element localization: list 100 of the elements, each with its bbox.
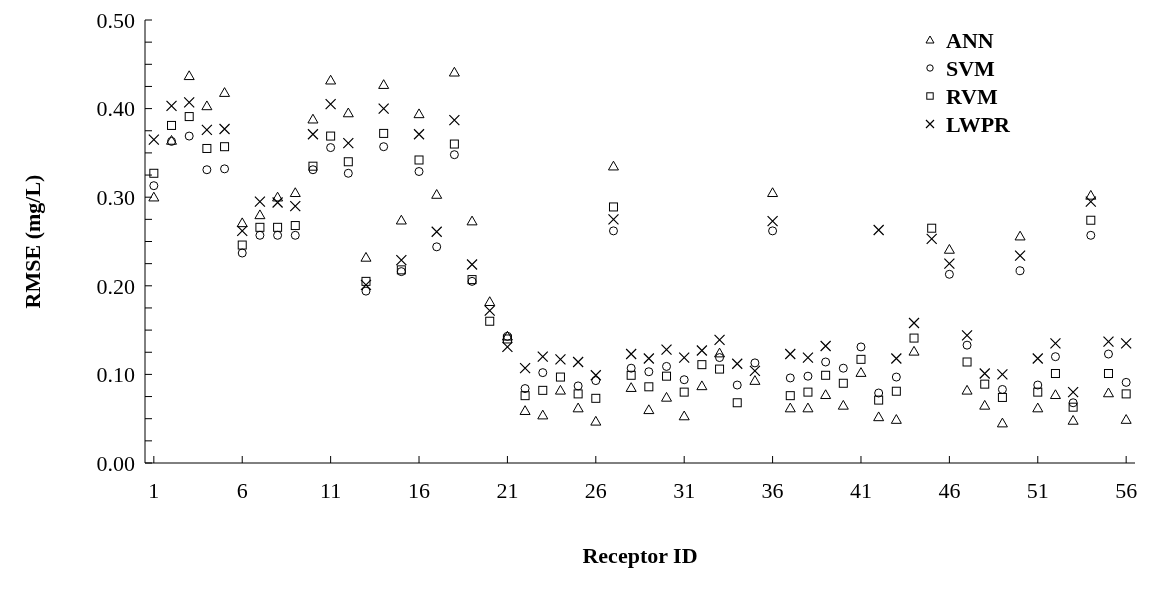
point: [980, 379, 990, 389]
point: [1085, 196, 1097, 208]
point: [343, 157, 353, 167]
point: [273, 230, 283, 240]
point: [307, 128, 319, 140]
point: [1068, 402, 1078, 412]
point: [802, 351, 814, 364]
point: [484, 305, 496, 317]
point: [678, 410, 690, 421]
point: [254, 196, 266, 208]
point: [732, 380, 742, 390]
point: [961, 329, 973, 342]
point: [378, 103, 390, 115]
point: [1033, 387, 1043, 397]
x-tick-label: 16: [408, 478, 431, 503]
point: [715, 353, 725, 363]
point: [749, 365, 761, 377]
point: [237, 240, 247, 250]
point: [962, 340, 972, 350]
point: [413, 128, 425, 140]
point: [996, 417, 1008, 428]
point: [290, 221, 300, 231]
point: [326, 131, 336, 141]
point: [236, 225, 248, 237]
point: [1032, 402, 1044, 413]
point: [201, 100, 213, 111]
point: [873, 411, 885, 422]
point: [254, 209, 266, 220]
point: [255, 230, 265, 240]
point: [184, 112, 194, 122]
point: [678, 351, 690, 364]
point: [644, 382, 654, 392]
point: [713, 334, 726, 346]
point: [572, 402, 584, 413]
point: [273, 222, 283, 232]
point: [148, 134, 160, 146]
point: [873, 224, 885, 236]
point: [360, 279, 372, 291]
point: [519, 405, 531, 415]
point: [909, 333, 919, 343]
point: [361, 276, 371, 286]
point: [608, 226, 618, 236]
legend-label: ANN: [946, 27, 994, 53]
point: [607, 213, 620, 225]
point: [414, 155, 424, 165]
point: [520, 391, 530, 401]
point: [837, 399, 849, 410]
point: [626, 370, 636, 380]
point: [165, 100, 178, 112]
point: [184, 131, 194, 141]
point: [962, 357, 972, 367]
point: [308, 161, 318, 171]
point: [890, 414, 902, 424]
point: [890, 352, 902, 365]
point: [307, 113, 319, 124]
point: [1086, 215, 1096, 225]
point: [590, 369, 602, 381]
x-tick-label: 51: [1026, 478, 1049, 503]
point: [485, 316, 495, 326]
x-tick-label: 6: [236, 478, 248, 503]
point: [785, 373, 795, 383]
point: [750, 358, 760, 368]
point: [679, 387, 689, 397]
point: [1067, 414, 1079, 425]
point: [1050, 369, 1060, 379]
point: [891, 386, 901, 396]
y-tick-label: 0.40: [96, 96, 135, 122]
point: [414, 167, 424, 177]
point: [591, 376, 601, 386]
x-tick-label: 46: [938, 478, 961, 503]
point: [749, 375, 761, 385]
point: [431, 189, 443, 199]
point: [625, 348, 637, 360]
point: [1120, 414, 1132, 424]
point: [1049, 389, 1061, 400]
point: [1121, 377, 1131, 387]
point: [326, 143, 336, 153]
point: [591, 393, 601, 403]
point: [149, 168, 159, 178]
point: [449, 150, 459, 160]
point: [1086, 230, 1096, 240]
point: [271, 196, 284, 209]
point: [342, 137, 354, 149]
point: [501, 341, 514, 353]
point: [961, 384, 973, 395]
point: [484, 296, 496, 306]
point: [625, 382, 637, 392]
point: [378, 79, 390, 89]
point: [731, 358, 743, 370]
point: [449, 139, 459, 149]
x-tick-label: 56: [1115, 478, 1138, 503]
point: [1102, 336, 1115, 348]
point: [555, 372, 565, 382]
point: [379, 142, 389, 152]
point: [537, 409, 549, 420]
point: [220, 164, 230, 174]
point: [643, 404, 655, 415]
point: [554, 353, 567, 365]
point: [944, 269, 954, 279]
point: [997, 392, 1007, 402]
